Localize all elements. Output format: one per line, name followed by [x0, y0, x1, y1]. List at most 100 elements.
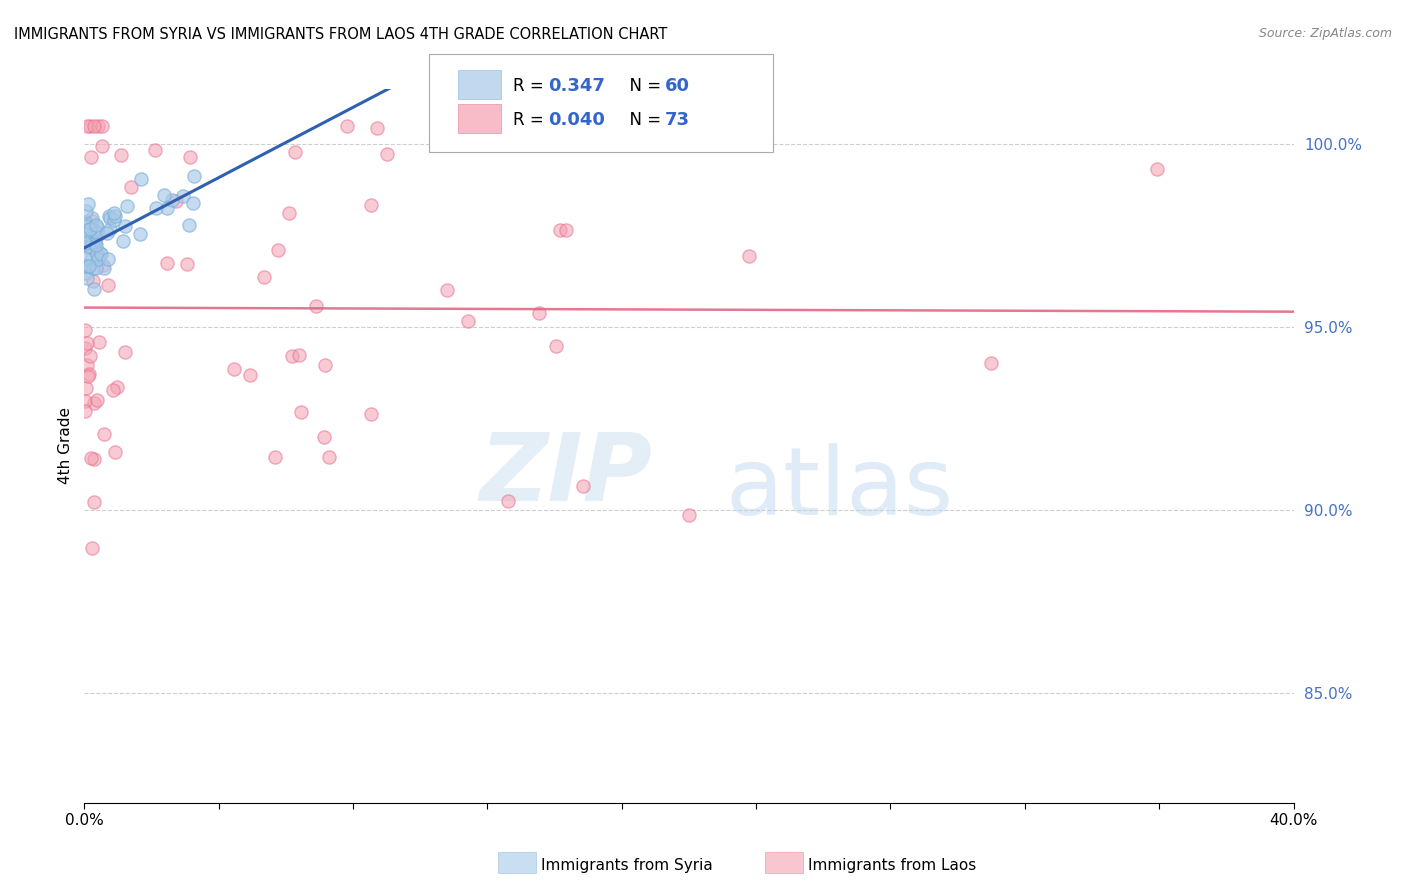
Point: [312, 430, 335, 444]
Text: N =: N =: [619, 111, 666, 128]
Point: [76, 119, 98, 133]
Point: [73, 323, 96, 337]
Point: [183, 169, 205, 184]
Point: [267, 243, 290, 257]
Point: [86, 247, 108, 261]
Point: [457, 314, 479, 328]
Point: [177, 218, 200, 232]
Point: [165, 194, 187, 209]
Point: [83, 495, 105, 509]
Point: [131, 172, 153, 186]
Point: [80, 230, 103, 244]
Point: [76, 270, 98, 285]
Point: [73, 341, 96, 355]
Point: [97, 209, 120, 223]
Point: [114, 219, 136, 233]
Point: [75, 381, 97, 395]
Point: [77, 222, 100, 236]
Point: [120, 179, 142, 194]
Point: [86, 228, 108, 243]
Point: [222, 362, 245, 376]
Point: [75, 219, 97, 234]
Point: [84, 238, 107, 252]
Point: [738, 249, 761, 263]
Text: IMMIGRANTS FROM SYRIA VS IMMIGRANTS FROM LAOS 4TH GRADE CORRELATION CHART: IMMIGRANTS FROM SYRIA VS IMMIGRANTS FROM…: [14, 27, 668, 42]
Point: [82, 236, 104, 251]
Point: [82, 236, 104, 251]
Point: [79, 349, 101, 363]
Text: R =: R =: [513, 111, 550, 128]
Point: [83, 223, 105, 237]
Point: [76, 368, 98, 383]
Point: [288, 348, 311, 362]
Point: [86, 226, 108, 240]
Point: [97, 252, 120, 266]
Point: [93, 261, 115, 276]
Point: [84, 218, 107, 232]
Text: 0.347: 0.347: [548, 77, 605, 95]
Point: [75, 236, 97, 251]
Point: [678, 508, 700, 522]
Point: [366, 121, 388, 136]
Point: [264, 450, 287, 464]
Point: [86, 219, 108, 234]
Point: [129, 227, 152, 241]
Point: [112, 234, 135, 248]
Point: [93, 427, 115, 442]
Point: [83, 236, 105, 251]
Point: [83, 119, 105, 133]
Point: [110, 148, 132, 162]
Point: [77, 259, 100, 273]
Point: [181, 195, 204, 210]
Point: [155, 256, 177, 270]
Point: [75, 240, 97, 254]
Point: [82, 274, 104, 288]
Point: [79, 119, 101, 133]
Text: Immigrants from Syria: Immigrants from Syria: [541, 858, 713, 872]
Point: [281, 350, 304, 364]
Point: [156, 201, 179, 215]
Point: [555, 223, 578, 237]
Point: [83, 396, 105, 410]
Point: [284, 145, 307, 159]
Point: [83, 235, 105, 249]
Point: [172, 189, 194, 203]
Point: [83, 452, 105, 467]
Point: [76, 358, 98, 372]
Point: [336, 119, 359, 133]
Point: [314, 358, 336, 372]
Point: [104, 445, 127, 459]
Point: [91, 139, 114, 153]
Point: [82, 541, 104, 555]
Point: [980, 356, 1002, 370]
Point: [82, 260, 104, 275]
Point: [360, 197, 382, 211]
Point: [76, 259, 98, 273]
Point: [90, 247, 112, 261]
Point: [76, 336, 98, 351]
Point: [145, 201, 167, 215]
Point: [83, 282, 105, 296]
Point: [77, 196, 100, 211]
Point: [572, 479, 595, 493]
Point: [75, 259, 97, 273]
Point: [550, 223, 572, 237]
Point: [152, 188, 174, 202]
Point: [239, 368, 262, 382]
Point: [93, 258, 115, 272]
Text: 0.040: 0.040: [548, 111, 605, 128]
Point: [103, 212, 125, 227]
Point: [91, 119, 114, 133]
Point: [73, 404, 96, 418]
Y-axis label: 4th Grade: 4th Grade: [58, 408, 73, 484]
Point: [105, 380, 128, 394]
Point: [75, 235, 97, 249]
Text: N =: N =: [619, 77, 666, 95]
Point: [96, 226, 118, 240]
Point: [75, 394, 97, 409]
Point: [98, 221, 121, 235]
Point: [86, 119, 108, 133]
Point: [73, 227, 96, 241]
Point: [290, 404, 312, 418]
Point: [87, 252, 110, 267]
